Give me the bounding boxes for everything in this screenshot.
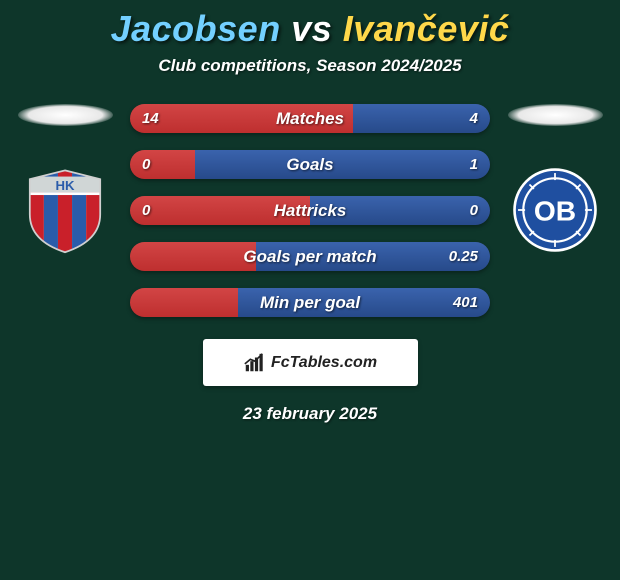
bar-left-fill — [130, 242, 256, 271]
subtitle: Club competitions, Season 2024/2025 — [0, 56, 620, 76]
bar-value-right: 4 — [470, 104, 478, 133]
bar-value-left: 0 — [142, 196, 150, 225]
date-text: 23 february 2025 — [0, 404, 620, 424]
player1-name: Jacobsen — [111, 8, 281, 49]
page-title: Jacobsen vs Ivančević — [0, 0, 620, 50]
bar-right-fill — [195, 150, 490, 179]
team-crest-left: HK — [21, 166, 109, 254]
bar-value-left: 14 — [142, 104, 159, 133]
bar-value-right: 0 — [470, 196, 478, 225]
bar-value-right: 0.25 — [449, 242, 478, 271]
vs-text: vs — [291, 8, 332, 49]
bar-right-fill — [310, 196, 490, 225]
bar-left-fill — [130, 104, 353, 133]
stat-row: Matches144 — [130, 104, 490, 133]
left-logo-column: HK — [10, 104, 120, 254]
stat-row: Min per goal401 — [130, 288, 490, 317]
halo-right — [508, 104, 603, 126]
stat-bars: Matches144Goals01Hattricks00Goals per ma… — [130, 104, 490, 317]
team-crest-right: OB — [511, 166, 599, 254]
halo-left — [18, 104, 113, 126]
content-area: HK Matches144Goals01Hattricks00Goals per… — [0, 104, 620, 317]
bar-value-left: 0 — [142, 150, 150, 179]
player2-name: Ivančević — [343, 8, 510, 49]
stat-row: Hattricks00 — [130, 196, 490, 225]
bar-left-fill — [130, 288, 238, 317]
chart-icon — [243, 352, 265, 374]
brand-text: FcTables.com — [271, 354, 377, 372]
svg-text:HK: HK — [55, 178, 75, 193]
stat-row: Goals01 — [130, 150, 490, 179]
bar-value-right: 1 — [470, 150, 478, 179]
right-logo-column: OB — [500, 104, 610, 254]
stat-row: Goals per match0.25 — [130, 242, 490, 271]
bar-left-fill — [130, 150, 195, 179]
bar-value-right: 401 — [453, 288, 478, 317]
footer-badge[interactable]: FcTables.com — [203, 339, 418, 386]
crest-right-text: OB — [534, 196, 576, 227]
bar-left-fill — [130, 196, 310, 225]
